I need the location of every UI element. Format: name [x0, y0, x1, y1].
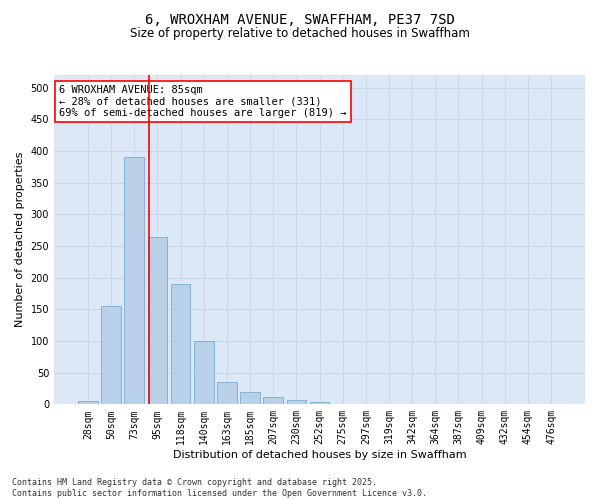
Bar — [148, 236, 167, 404]
Text: 6, WROXHAM AVENUE, SWAFFHAM, PE37 7SD: 6, WROXHAM AVENUE, SWAFFHAM, PE37 7SD — [145, 12, 455, 26]
X-axis label: Distribution of detached houses by size in Swaffham: Distribution of detached houses by size … — [173, 450, 466, 460]
Text: Size of property relative to detached houses in Swaffham: Size of property relative to detached ho… — [130, 28, 470, 40]
Bar — [287, 400, 306, 404]
Bar — [194, 341, 214, 404]
Y-axis label: Number of detached properties: Number of detached properties — [15, 152, 25, 328]
Text: 6 WROXHAM AVENUE: 85sqm
← 28% of detached houses are smaller (331)
69% of semi-d: 6 WROXHAM AVENUE: 85sqm ← 28% of detache… — [59, 85, 347, 118]
Bar — [240, 392, 260, 404]
Bar — [78, 401, 98, 404]
Bar — [171, 284, 190, 405]
Bar — [101, 306, 121, 404]
Bar — [217, 382, 237, 404]
Bar — [263, 398, 283, 404]
Bar — [124, 158, 144, 404]
Bar — [310, 402, 329, 404]
Text: Contains HM Land Registry data © Crown copyright and database right 2025.
Contai: Contains HM Land Registry data © Crown c… — [12, 478, 427, 498]
